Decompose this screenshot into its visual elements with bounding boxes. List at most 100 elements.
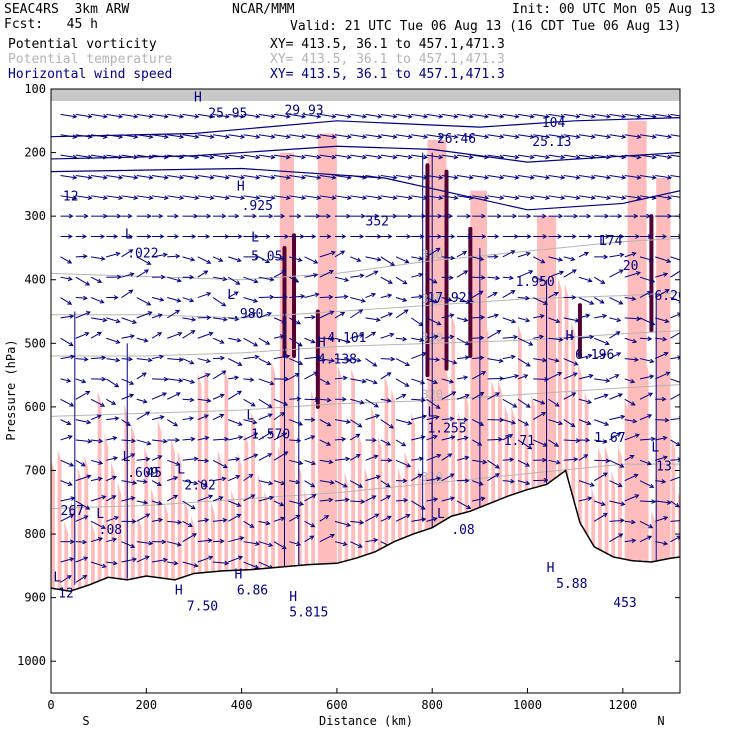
wind-arrowhead <box>636 114 642 119</box>
wind-arrowhead <box>145 456 151 462</box>
wind-arrowhead <box>604 213 610 219</box>
wind-arrowhead <box>449 473 455 478</box>
wind-arrowhead <box>542 234 548 239</box>
wind-arrowhead <box>525 317 531 323</box>
wind-arrowhead <box>466 504 472 509</box>
wind-arrow <box>517 480 530 485</box>
wind-arrowhead <box>173 421 179 427</box>
field-extremum-label: 1.570 <box>251 428 290 443</box>
wind-arrow <box>90 134 107 138</box>
wind-arrow <box>593 276 605 284</box>
wind-arrow <box>228 556 243 563</box>
wind-arrowhead <box>234 316 240 322</box>
wind-arrowhead <box>203 270 209 275</box>
wind-arrow <box>197 256 211 264</box>
wind-arrow <box>75 311 91 319</box>
wind-arrow <box>350 378 366 383</box>
wind-arrow <box>212 561 229 564</box>
wind-arrow <box>441 314 454 319</box>
wind-arrowhead <box>329 533 335 539</box>
wind-arrowhead <box>648 257 654 262</box>
wind-arrow <box>548 459 560 464</box>
wind-arrow <box>136 134 153 138</box>
wind-arrowhead <box>392 134 398 140</box>
wind-arrow <box>273 174 290 179</box>
wind-arrowhead <box>450 435 456 440</box>
wind-arrow <box>258 453 272 461</box>
wind-arrow <box>60 355 75 360</box>
wind-arrowhead <box>525 295 530 301</box>
wind-arrowhead <box>310 482 316 488</box>
wind-arrowhead <box>204 458 210 464</box>
wind-arrow <box>655 113 672 118</box>
wind-arrow <box>441 391 456 400</box>
wind-arrowhead <box>67 481 73 486</box>
field-extremum-label: L <box>599 234 607 249</box>
wind-arrow <box>365 378 378 384</box>
wind-arrow <box>548 134 565 138</box>
wind-arrowhead <box>142 398 148 404</box>
wind-arrow <box>380 256 395 266</box>
wind-arrowhead <box>265 520 271 526</box>
wind-arrowhead <box>558 213 564 219</box>
wind-arrow <box>624 455 634 461</box>
wind-arrowhead <box>159 297 165 302</box>
wind-arrowhead <box>528 270 534 275</box>
wind-arrowhead <box>285 134 291 140</box>
y-tick-label: 700 <box>24 463 46 477</box>
wind-arrowhead <box>97 536 103 542</box>
wind-arrow <box>578 497 592 502</box>
wind-arrowhead <box>179 134 185 140</box>
wind-arrowhead <box>194 195 200 201</box>
wind-arrowhead <box>662 336 668 342</box>
wind-arrow <box>670 270 680 278</box>
wind-arrowhead <box>222 276 228 282</box>
field-extremum-label: 6.196 <box>575 348 614 363</box>
wind-arrowhead <box>402 297 408 303</box>
wind-arrow <box>350 154 367 159</box>
wind-arrow <box>441 497 455 502</box>
wind-arrowhead <box>616 352 622 357</box>
wind-arrowhead <box>374 213 380 219</box>
wind-arrowhead <box>331 134 337 140</box>
wind-arrow <box>273 398 288 406</box>
wind-arrow <box>578 354 592 360</box>
wind-arrowhead <box>297 257 303 262</box>
wind-arrowhead <box>525 251 531 257</box>
wind-arrow <box>273 451 288 461</box>
wind-arrowhead <box>588 373 594 379</box>
wind-arrow <box>289 419 303 426</box>
wind-arrowhead <box>603 254 609 260</box>
wind-arrow <box>319 251 336 258</box>
wind-arrow <box>167 392 181 400</box>
wind-arrow <box>502 174 519 179</box>
wind-arrow <box>319 439 331 446</box>
wind-arrowhead <box>423 195 429 201</box>
wind-arrow <box>258 312 272 319</box>
wind-arrowhead <box>401 393 407 399</box>
wind-arrow <box>304 293 319 299</box>
wind-arrowhead <box>267 453 273 458</box>
wind-arrowhead <box>240 114 246 119</box>
wind-arrow <box>90 297 104 304</box>
wind-arrow <box>273 134 290 138</box>
wind-arrowhead <box>342 375 348 381</box>
wind-arrowhead <box>251 312 257 317</box>
wind-arrow <box>624 297 636 300</box>
wind-arrow <box>273 517 285 522</box>
field-extremum-label: 1.71 <box>504 434 535 449</box>
wind-arrowhead <box>178 378 184 383</box>
wind-arrowhead <box>647 414 653 419</box>
wind-arrowhead <box>296 541 302 547</box>
wind-arrowhead <box>301 175 307 180</box>
wind-arrowhead <box>647 336 653 342</box>
wind-arrow <box>594 174 611 179</box>
wind-arrow <box>533 256 545 264</box>
wind-arrowhead <box>357 543 363 548</box>
wind-arrow <box>60 154 77 159</box>
wind-arrow <box>319 378 330 385</box>
wind-arrowhead <box>97 278 103 283</box>
wind-arrowhead <box>375 474 381 480</box>
wind-arrow <box>334 480 348 488</box>
